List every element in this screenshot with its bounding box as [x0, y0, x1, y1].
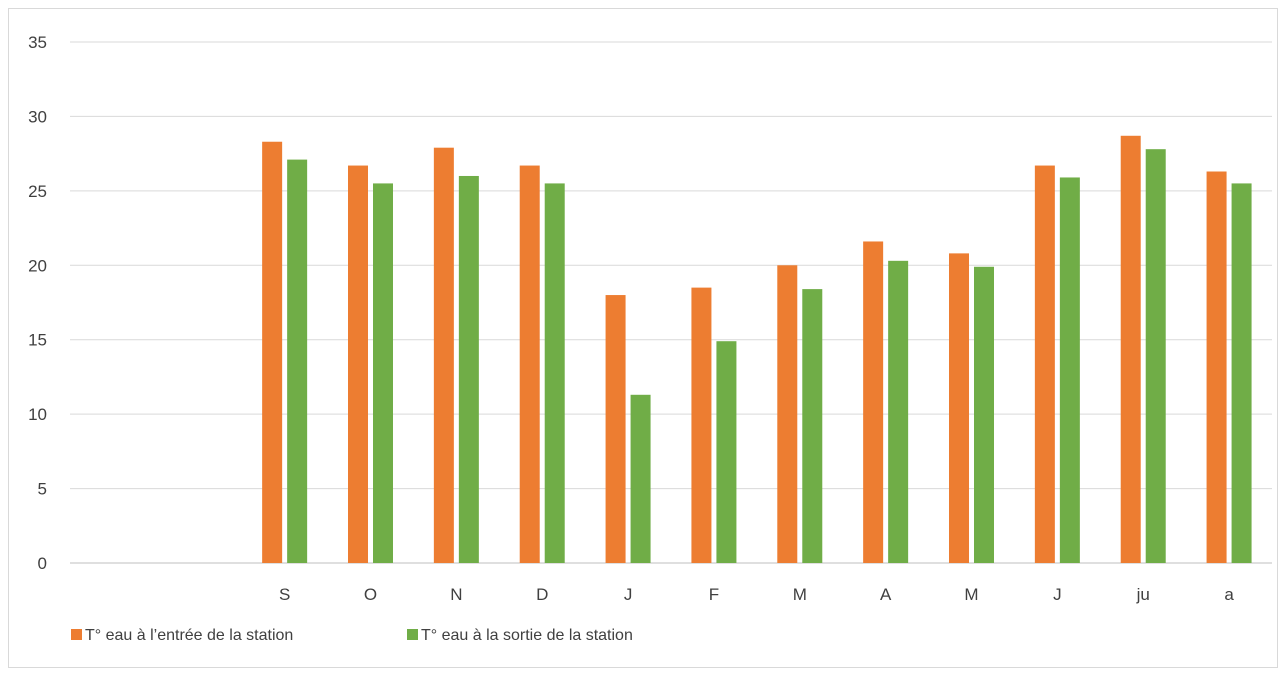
bar-sortie: [716, 341, 737, 563]
y-tick-label: 30: [28, 107, 47, 126]
bar-entree: [433, 147, 454, 563]
legend-label: T° eau à la sortie de la station: [421, 627, 633, 644]
legend[interactable]: T° eau à l’entrée de la station T° eau à …: [71, 627, 633, 644]
y-tick-label: 5: [38, 480, 47, 499]
legend-swatch: [407, 629, 418, 640]
x-tick-label: S: [279, 585, 290, 604]
x-tick-label: J: [1053, 585, 1062, 604]
x-tick-label: O: [364, 585, 377, 604]
bar-sortie: [802, 289, 823, 563]
x-tick-label: ju: [1136, 585, 1150, 604]
bar-entree: [691, 287, 712, 563]
bar-sortie: [1145, 149, 1166, 564]
bar-entree: [605, 295, 626, 563]
x-tick-label: a: [1224, 585, 1234, 604]
y-tick-label: 20: [28, 256, 47, 275]
y-axis-tick-labels: 0 5 10 15 20 25 30 35: [28, 33, 47, 573]
bar-entree: [519, 165, 540, 563]
x-tick-label: M: [793, 585, 807, 604]
bar-entree: [863, 241, 884, 563]
bar-sortie: [630, 394, 651, 563]
x-tick-label: J: [624, 585, 633, 604]
bar-sortie: [544, 183, 565, 563]
bar-sortie: [373, 183, 393, 563]
bar-sortie: [888, 260, 909, 563]
gridlines: [70, 41, 1272, 564]
y-tick-label: 15: [28, 331, 47, 350]
bar-entree: [348, 165, 368, 563]
x-tick-label: M: [964, 585, 978, 604]
y-tick-label: 0: [38, 554, 47, 573]
bar-entree: [1120, 135, 1141, 563]
x-tick-label: N: [450, 585, 462, 604]
y-tick-label: 10: [28, 405, 47, 424]
bar-entree: [262, 141, 283, 563]
x-tick-label: F: [709, 585, 719, 604]
bar-entree: [1206, 171, 1227, 563]
bar-entree: [1034, 165, 1055, 563]
bar-sortie: [1059, 177, 1080, 563]
legend-label: T° eau à l’entrée de la station: [85, 627, 293, 644]
bar-sortie: [1231, 183, 1252, 563]
bar-sortie: [974, 266, 994, 563]
legend-swatch: [71, 629, 82, 640]
bar-entree: [949, 253, 969, 563]
y-tick-label: 35: [28, 33, 47, 52]
bars: [262, 135, 1252, 564]
bar-entree: [777, 265, 798, 563]
x-tick-label: D: [536, 585, 548, 604]
y-tick-label: 25: [28, 182, 47, 201]
bar-sortie: [458, 175, 479, 563]
x-tick-label: A: [880, 585, 892, 604]
bar-sortie: [287, 159, 308, 563]
